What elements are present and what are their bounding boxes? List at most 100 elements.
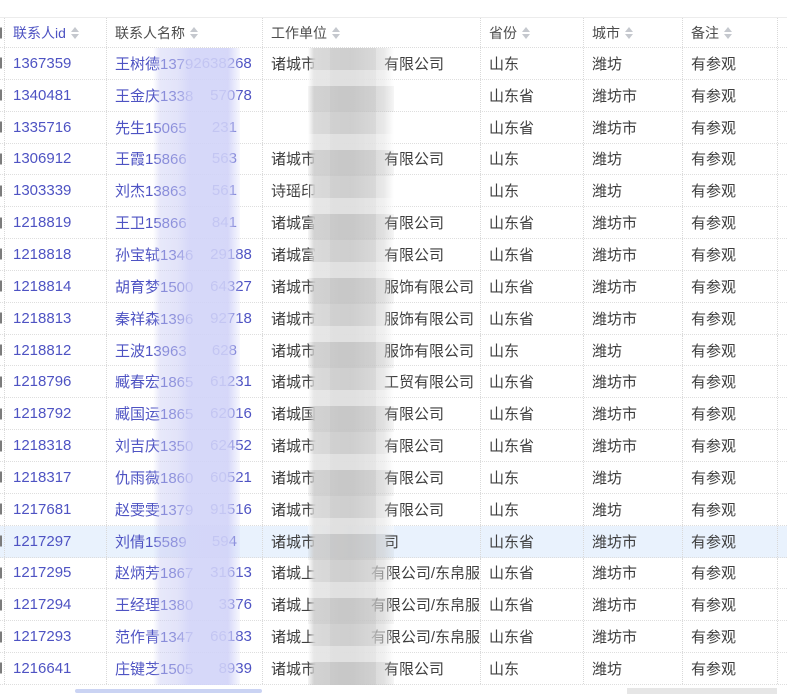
cell-remark: 有参观 (682, 493, 777, 525)
column-header-province[interactable]: 省份 (480, 18, 583, 47)
table-row[interactable]: 1218318 刘吉庆1350 62452 诸城市 有限公司 山东省 潍坊市 有参观 (0, 430, 787, 462)
cell-contact-name: 刘吉庆1350 62452 (106, 430, 262, 461)
cell-work-unit: 诸城市 有限公司 (262, 48, 480, 79)
sort-icon[interactable] (522, 26, 530, 39)
table-row[interactable]: 1216641 庄键芝1505 8939 诸城市 有限公司 山东 潍坊 有参观 (0, 653, 787, 685)
cell-contact-id: 1218813 (4, 302, 106, 334)
cell-contact-id: 1218318 (4, 430, 106, 461)
cell-remark: 有参观 (682, 143, 777, 175)
cell-filler (777, 334, 787, 366)
cell-remark: 有参观 (682, 302, 777, 334)
cell-work-unit: 诸城市 服饰有限公司 (262, 334, 480, 366)
column-header-work-unit[interactable]: 工作单位 (262, 18, 480, 47)
cell-contact-name: 臧国运1865 62016 (106, 398, 262, 430)
cell-remark: 有参观 (682, 366, 777, 398)
masked-digits-gap (193, 636, 210, 637)
table-row[interactable]: 1218792 臧国运1865 62016 诸城国 有限公司 山东省 潍坊市 有参观 (0, 398, 787, 431)
cell-province: 山东省 (480, 557, 583, 589)
cell-contact-id: 1306912 (4, 143, 106, 175)
cell-city: 潍坊市 (583, 398, 682, 430)
cell-contact-name: 范作青1347 66183 (106, 621, 262, 653)
cell-contact-name: 胡育梦1500 64327 (106, 270, 262, 302)
cell-city: 潍坊市 (583, 557, 682, 589)
masked-digits-gap (193, 318, 210, 319)
cell-city: 潍坊市 (583, 525, 682, 557)
cell-work-unit: 诸城富 有限公司 (262, 207, 480, 239)
cell-remark: 有参观 (682, 48, 777, 79)
sort-icon[interactable] (70, 26, 79, 39)
cell-city: 潍坊 (583, 493, 682, 525)
cell-city: 潍坊市 (583, 239, 682, 270)
cell-city: 潍坊 (583, 653, 682, 684)
table-row[interactable]: 1218814 胡育梦1500 64327 诸城市 服饰有限公司 山东省 潍坊市 有… (0, 270, 787, 303)
cell-province: 山东省 (480, 621, 583, 653)
cell-contact-name: 刘杰13863 561 (106, 175, 262, 207)
table-row[interactable]: 1217297 刘倩15589 594 诸城市司 山东省 潍坊市 有参观 (0, 525, 787, 558)
masked-company-gap (316, 445, 384, 446)
table-row[interactable]: 1217293 范作青1347 66183 诸城上 有限公司/东帛服 山东省 潍坊市… (0, 621, 787, 654)
sort-icon[interactable] (724, 26, 732, 39)
horizontal-scrollbar-thumb[interactable] (75, 689, 262, 693)
cell-contact-id: 1217297 (4, 525, 106, 557)
table-row[interactable]: 1218819 王卫15866 841 诸城富 有限公司 山东省 潍坊市 有参观 (0, 207, 787, 240)
column-header-contact-name[interactable]: 联系人名称 (106, 18, 262, 47)
masked-company-gap (316, 413, 384, 414)
cell-work-unit: 诸城国 有限公司 (262, 398, 480, 430)
cell-contact-id: 1218317 (4, 461, 106, 493)
table-row[interactable]: 1218813 秦祥森1396 92718 诸城市 服饰有限公司 山东省 潍坊市 有… (0, 302, 787, 335)
cell-contact-name: 王树德1379 2638 268 (106, 48, 262, 79)
cell-contact-name: 刘倩15589 594 (106, 525, 262, 557)
masked-digits-gap (193, 604, 218, 605)
table-row[interactable]: 1335716 先生15065 231 山东省 潍坊市 有参观 (0, 111, 787, 144)
column-label: 省份 (489, 24, 517, 41)
cell-remark: 有参观 (682, 175, 777, 207)
cell-province: 山东省 (480, 525, 583, 557)
cell-contact-id: 1217681 (4, 493, 106, 525)
masked-company-gap (316, 509, 384, 510)
table-row[interactable]: 1217681 赵雯雯1379 91516 诸城市 有限公司 山东 潍坊 有参观 (0, 493, 787, 526)
table-row[interactable]: 1218818 孙宝轼1346 29188 诸城富 有限公司 山东省 潍坊市 有参观 (0, 239, 787, 271)
table-row[interactable]: 1218812 王波13963 628 诸城市 服饰有限公司 山东 潍坊 有参观 (0, 334, 787, 367)
cell-contact-name: 孙宝轼1346 29188 (106, 239, 262, 270)
cell-work-unit: 诸城市 有限公司 (262, 653, 480, 684)
cell-city: 潍坊市 (583, 207, 682, 239)
masked-company-gap (316, 381, 384, 382)
column-header-city[interactable]: 城市 (583, 18, 682, 47)
cell-remark: 有参观 (682, 398, 777, 430)
cell-filler (777, 79, 787, 111)
sort-icon[interactable] (332, 26, 340, 39)
cell-contact-id: 1217295 (4, 557, 106, 589)
cell-remark: 有参观 (682, 557, 777, 589)
table-row[interactable]: 1218317 仇雨薇1860 60521 诸城市 有限公司 山东 潍坊 有参观 (0, 461, 787, 494)
cell-city: 潍坊市 (583, 621, 682, 653)
table-row[interactable]: 1303339 刘杰13863 561 诗瑶印 山东 潍坊 有参观 (0, 175, 787, 208)
column-label: 备注 (691, 24, 719, 41)
cell-province: 山东省 (480, 302, 583, 334)
masked-company-gap (316, 190, 384, 191)
column-header-remark[interactable]: 备注 (682, 18, 777, 47)
masked-digits-gap (193, 445, 210, 446)
masked-digits-gap (193, 381, 210, 382)
masked-company-gap (316, 254, 384, 255)
table-row[interactable]: 1367359 王树德1379 2638 268 诸城市 有限公司 山东 潍坊 有参观 (0, 48, 787, 80)
cell-work-unit: 诸城上 有限公司/东帛服 (262, 557, 480, 589)
table-row[interactable]: 1218796 臧春宏1865 61231 诸城市 工贸有限公司 山东省 潍坊市 有… (0, 366, 787, 399)
cell-contact-id: 1340481 (4, 79, 106, 111)
sort-icon[interactable] (190, 26, 198, 39)
cell-province: 山东省 (480, 366, 583, 398)
masked-digits-gap (187, 158, 212, 159)
table-row[interactable]: 1340481 王金庆1338 57078 山东省 潍坊市 有参观 (0, 79, 787, 112)
cell-filler (777, 461, 787, 493)
table-row[interactable]: 1306912 王霞15866 563 诸城市 有限公司 山东 潍坊 有参观 (0, 143, 787, 176)
table-row[interactable]: 1217294 王经理1380 3376 诸城上 有限公司/东帛服 山东省 潍坊市 … (0, 589, 787, 622)
cell-contact-id: 1303339 (4, 175, 106, 207)
cell-contact-id: 1218819 (4, 207, 106, 239)
masked-company-gap (316, 604, 371, 605)
column-header-contact-id[interactable]: 联系人id (4, 18, 106, 47)
cell-filler (777, 270, 787, 302)
sort-icon[interactable] (625, 26, 633, 39)
cell-contact-id: 1217293 (4, 621, 106, 653)
table-row[interactable]: 1217295 赵炳芳1867 31613 诸城上 有限公司/东帛服 山东省 潍坊市… (0, 557, 787, 590)
cell-contact-name: 赵雯雯1379 91516 (106, 493, 262, 525)
